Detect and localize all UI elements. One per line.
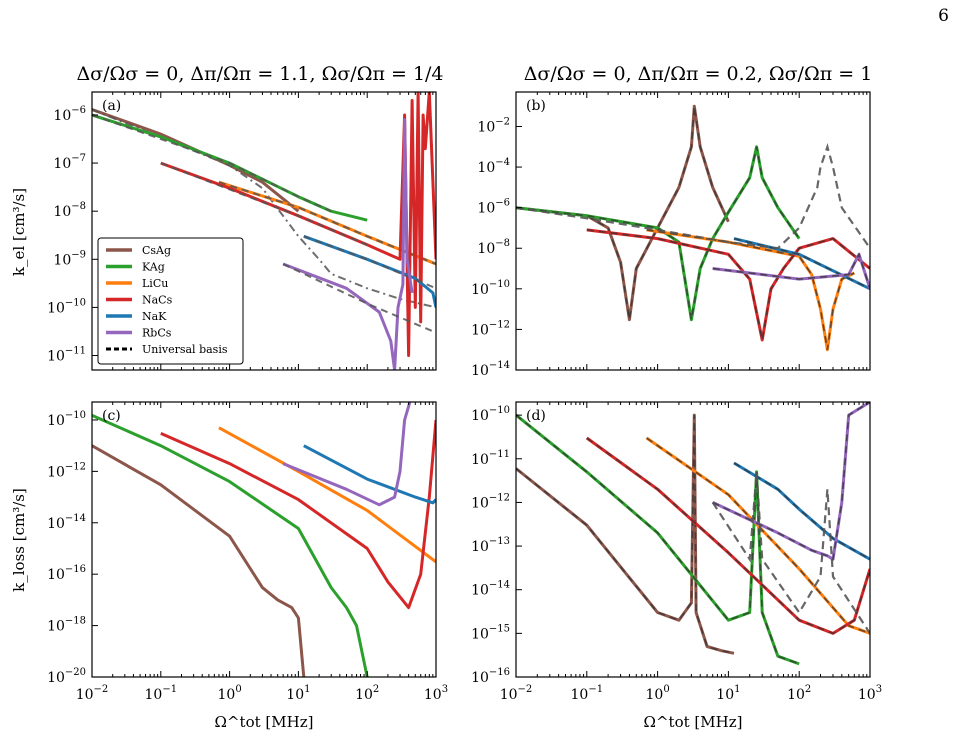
series-universal-basis [516,143,870,250]
y-tick-label: 10−16 [47,564,86,583]
series-kag-universal [516,146,800,320]
legend-label: Universal basis [142,343,228,356]
series-licu-universal [646,437,870,635]
y-axis-label-bottom: k_loss [cm³/s] [10,488,28,592]
y-tick-label: 10−20 [47,667,86,686]
title-right: Δσ/Ωσ = 0, Δπ/Ωπ = 0.2, Ωσ/Ωπ = 1 [524,63,873,85]
plot-frame [515,401,871,678]
series-universal-basis [711,471,870,635]
series-rbcs [282,118,414,370]
series-kag [516,413,800,666]
x-tick-label: 10−1 [145,684,178,703]
series-csag-universal [92,108,436,309]
y-tick-label: 10−10 [47,410,86,429]
y-tick-label: 10−2 [477,116,510,135]
y-tick-label: 10−7 [53,153,86,172]
series-kag-universal [92,114,332,213]
series-kag [92,414,369,677]
y-tick-label: 10−8 [477,238,510,257]
series-nacs [160,419,436,610]
series-nacs [586,228,870,342]
y-tick-label: 10−13 [471,536,510,555]
y-tick-label: 10−18 [47,616,86,635]
series-rbcs [712,402,870,561]
panel-label: (b) [526,98,546,114]
y-tick-label: 10−14 [471,360,510,379]
y-tick-label: 10−11 [47,346,86,365]
series-csag [516,413,735,655]
legend-label: RbCs [142,327,172,340]
y-tick-label: 10−12 [47,461,86,480]
y-tick-label: 10−12 [471,319,510,338]
panel-label: (c) [102,408,121,424]
x-tick-label: 103 [424,684,448,703]
y-axis-label-top: k_el [cm³/s] [10,188,28,276]
y-tick-label: 10−10 [471,279,510,298]
series-rbcs [282,402,412,507]
x-tick-label: 103 [858,684,882,703]
legend-label: NaCs [142,294,173,307]
x-axis-label-left: Ω^tot [MHz] [215,713,314,731]
title-left: Δσ/Ωσ = 0, Δπ/Ωπ = 1.1, Ωσ/Ωπ = 1/4 [76,63,443,85]
series-nak [303,234,436,308]
x-tick-label: 102 [787,684,811,703]
y-tick-label: 10−8 [53,201,86,220]
series-csag-universal [516,415,735,655]
legend-label: CsAg [142,244,171,257]
legend-label: NaK [142,310,167,323]
page-number: 6 [938,6,949,26]
x-tick-label: 10−2 [76,684,109,703]
x-axis-label-right: Ω^tot [MHz] [644,713,743,731]
series-nak [733,461,870,561]
series-rbcs-universal [712,402,870,561]
x-tick-label: 100 [217,684,241,703]
y-tick-label: 10−9 [53,249,86,268]
y-tick-label: 10−16 [471,667,510,686]
y-tick-label: 10−10 [471,405,510,424]
panel-label: (a) [102,98,121,114]
y-tick-label: 10−11 [471,449,510,468]
y-tick-label: 10−10 [47,297,86,316]
series-csag-universal [516,106,730,320]
series-kag [92,113,368,222]
x-tick-label: 101 [286,684,310,703]
series-kag-universal [516,414,800,665]
series-nacs-universal [160,162,368,246]
y-tick-label: 10−6 [477,198,510,217]
series-nacs-universal [586,229,870,341]
x-tick-label: 10−1 [571,684,604,703]
legend: CsAg KAg LiCu NaCs NaK RbCs Universal basis [97,237,244,365]
series-nacs [585,436,870,635]
y-tick-label: 10−14 [471,580,510,599]
x-tick-label: 102 [355,684,379,703]
series-csag [92,444,306,677]
y-tick-label: 10−14 [47,513,86,532]
series-rbcs-universal [282,263,436,334]
series-rbcs-universal [712,252,870,290]
legend-label: LiCu [142,277,168,290]
series-licu-universal [646,229,855,350]
y-tick-label: 10−6 [53,105,86,124]
panel-d: 10−2 10−1 100 101 102 103 10−16 10−15 10−14 10−13… [471,401,882,703]
plot-frame [91,401,437,678]
x-tick-label: 10−2 [500,684,533,703]
x-tick-label: 101 [716,684,740,703]
plot-frame [91,91,437,371]
series-nacs-universal [586,437,870,635]
legend-label: KAg [142,261,165,274]
series-nak [733,237,870,291]
y-tick-label: 10−15 [471,623,510,642]
series-licu [218,426,436,564]
series-kag [516,145,801,322]
plot-frame [515,91,871,371]
y-tick-label: 10−12 [471,492,510,511]
panel-label: (d) [526,408,546,424]
panel-a: 10−11 10−10 10−9 10−8 10−7 10−6 (a) CsAg KAg LiCu… [47,91,437,371]
series-nak [303,444,436,505]
x-tick-label: 100 [645,684,669,703]
panel-b: 10−14 10−12 10−10 10−8 10−6 10−4 10−2 (b) [471,91,871,379]
panel-c: 10−2 10−1 100 101 102 103 10−20 10−18 10−16 10−14… [47,401,448,703]
y-tick-label: 10−4 [477,157,510,176]
